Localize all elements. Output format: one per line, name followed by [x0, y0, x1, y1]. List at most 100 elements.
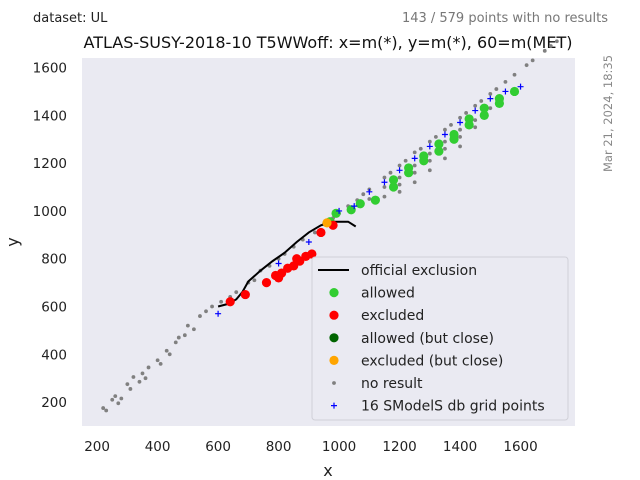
legend-label: allowed (but close) — [361, 331, 494, 347]
grid-point-marker — [426, 143, 433, 150]
no-result-point — [146, 365, 151, 370]
y-tick-label: 200 — [41, 395, 67, 411]
no-result-point — [427, 139, 432, 144]
legend-label: excluded — [361, 308, 424, 324]
no-result-point — [382, 185, 387, 189]
no-result-point — [143, 376, 148, 381]
y-axis-ticks: 200 400 600 800 1000 1200 1400 1600 — [33, 61, 67, 412]
no-result-point — [113, 394, 118, 399]
no-result-point — [458, 115, 462, 120]
no-result-point — [119, 396, 124, 401]
legend: official exclusion allowed excluded allowed… — [311, 256, 569, 421]
no-result-point — [137, 379, 142, 384]
no-result-point — [388, 170, 393, 175]
allowed-point — [479, 110, 489, 120]
legend-label: no result — [361, 376, 423, 392]
excluded-point — [307, 249, 317, 259]
no-result-point — [443, 127, 447, 132]
allowed-point — [370, 195, 380, 205]
x-tick-label: 1000 — [322, 439, 356, 455]
no-result-point — [234, 290, 239, 295]
no-result-point — [488, 106, 493, 111]
no-result-point — [382, 175, 387, 180]
excluded-point — [273, 273, 284, 283]
no-result-point — [158, 361, 163, 366]
y-tick-label: 800 — [41, 252, 67, 268]
no-result-point — [427, 158, 432, 163]
excluded-point — [240, 289, 250, 300]
grid-point-marker — [336, 207, 343, 214]
legend-box — [311, 256, 569, 421]
no-result-point — [140, 371, 145, 376]
no-result-point — [164, 348, 169, 353]
allowed-point — [479, 103, 489, 113]
no-result-point — [397, 182, 402, 187]
no-result-point — [412, 180, 417, 185]
legend-label: allowed — [361, 286, 415, 302]
y-tick-label: 1200 — [33, 156, 67, 172]
x-axis-ticks: 200 400 600 800 1000 1200 1400 1600 — [84, 439, 538, 455]
no-result-point — [412, 170, 417, 175]
no-result-point — [361, 192, 366, 197]
no-result-point — [443, 146, 447, 151]
allowed-point — [388, 175, 399, 185]
allowed-point — [434, 146, 444, 156]
no-result-point — [397, 175, 402, 180]
y-axis-label: y — [3, 237, 22, 246]
no-result-point — [185, 323, 190, 328]
x-tick-label: 1200 — [382, 439, 416, 455]
legend-small-dot-swatch — [332, 381, 336, 385]
no-result-point — [524, 63, 529, 68]
no-result-point — [458, 144, 462, 149]
grid-point-marker — [366, 188, 373, 195]
no-result-point — [443, 139, 447, 144]
no-result-point — [418, 146, 423, 151]
no-result-point — [403, 158, 408, 163]
y-tick-label: 1600 — [33, 61, 67, 77]
no-result-point — [116, 401, 121, 406]
x-tick-label: 1600 — [503, 439, 537, 455]
no-result-point — [125, 382, 130, 387]
x-tick-label: 800 — [266, 439, 292, 455]
grid-point-marker — [517, 83, 524, 90]
no-result-point — [110, 397, 115, 402]
legend-label: excluded (but close) — [361, 353, 503, 369]
no-result-point — [443, 156, 447, 161]
legend-dot-swatch — [329, 355, 339, 365]
no-result-point — [512, 72, 517, 77]
x-tick-label: 1400 — [443, 439, 477, 455]
excluded-point — [225, 297, 235, 307]
no-result-point — [488, 91, 493, 96]
excluded-point — [292, 254, 302, 264]
no-result-point — [503, 79, 508, 84]
no-result-point — [173, 340, 178, 345]
y-tick-label: 1400 — [33, 108, 67, 124]
grid-point-marker — [305, 239, 312, 245]
allowed-point — [346, 205, 356, 215]
no-result-point — [382, 194, 387, 199]
legend-plus-swatch — [331, 402, 337, 409]
x-axis-label: x — [323, 461, 332, 480]
no-result-point — [473, 103, 478, 108]
legend-label: 16 SModelS db grid points — [361, 399, 545, 415]
grid-point-marker — [502, 88, 509, 95]
no-result-point — [458, 127, 462, 132]
no-result-point — [176, 335, 181, 340]
no-result-point — [433, 134, 438, 139]
no-result-point — [427, 151, 432, 156]
no-result-point — [479, 99, 484, 103]
grid-point-marker — [351, 203, 358, 210]
no-result-point — [198, 314, 202, 318]
no-result-point — [101, 406, 106, 410]
grid-point-marker — [396, 167, 403, 174]
no-result-point — [412, 150, 417, 155]
no-result-point — [210, 304, 214, 309]
legend-label: official exclusion — [361, 263, 477, 279]
no-result-point — [104, 408, 109, 413]
no-result-point — [131, 375, 136, 379]
no-result-point — [219, 299, 224, 304]
x-tick-label: 200 — [84, 439, 110, 455]
no-result-point — [458, 134, 462, 139]
allowed-point — [509, 86, 520, 97]
